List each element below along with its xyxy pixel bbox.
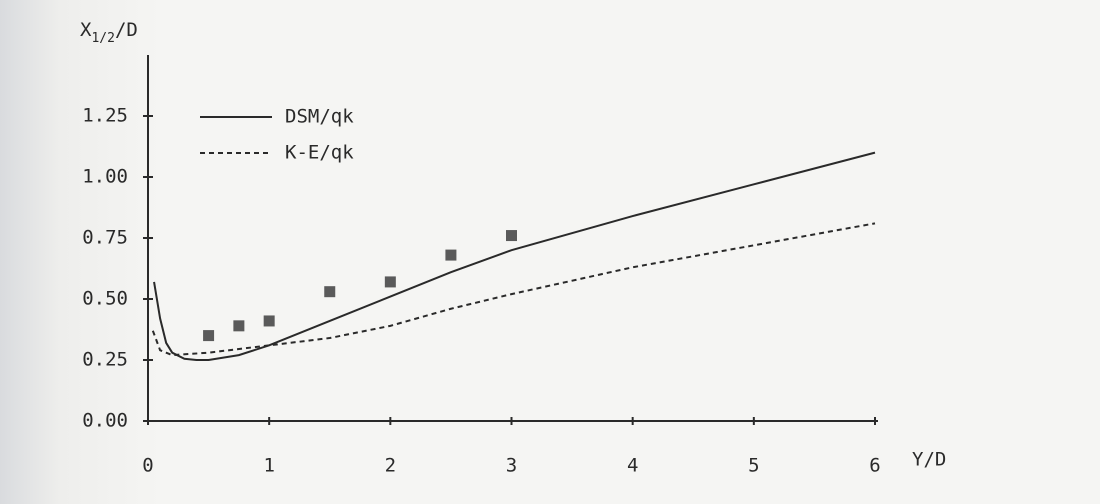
- x-tick-label: 2: [385, 455, 396, 477]
- y-label-suffix: /D: [115, 19, 138, 41]
- legend-label: DSM/qk: [285, 106, 354, 128]
- y-tick-label: 0.75: [82, 227, 128, 249]
- series-line: [153, 151, 876, 361]
- data-point: [384, 276, 396, 288]
- y-label-base: X: [80, 19, 92, 41]
- x-tick-label: 6: [869, 455, 880, 477]
- y-label-subscript: 1/2: [91, 31, 114, 46]
- x-tick-label: 3: [506, 455, 517, 477]
- y-tick-label: 0.00: [82, 410, 128, 432]
- y-tick-label: 0.50: [82, 288, 128, 310]
- x-axis-label: Y/D: [912, 449, 946, 471]
- data-point: [263, 315, 275, 327]
- y-tick-label: 0.25: [82, 349, 128, 371]
- legend-label: K-E/qk: [285, 142, 354, 164]
- y-axis-label: X1/2/D: [80, 19, 138, 46]
- x-tick-label: 5: [748, 455, 759, 477]
- data-point: [506, 230, 517, 242]
- data-point: [324, 286, 336, 298]
- data-point: [233, 320, 245, 332]
- y-tick-label: 1.00: [82, 166, 128, 188]
- data-point: [445, 249, 457, 261]
- x-tick-label: 1: [263, 455, 274, 477]
- y-tick-label: 1.25: [82, 105, 128, 127]
- data-point: [203, 330, 215, 342]
- x-tick-label: 4: [627, 455, 638, 477]
- x-tick-label: 0: [142, 455, 153, 477]
- series-line: [151, 222, 876, 357]
